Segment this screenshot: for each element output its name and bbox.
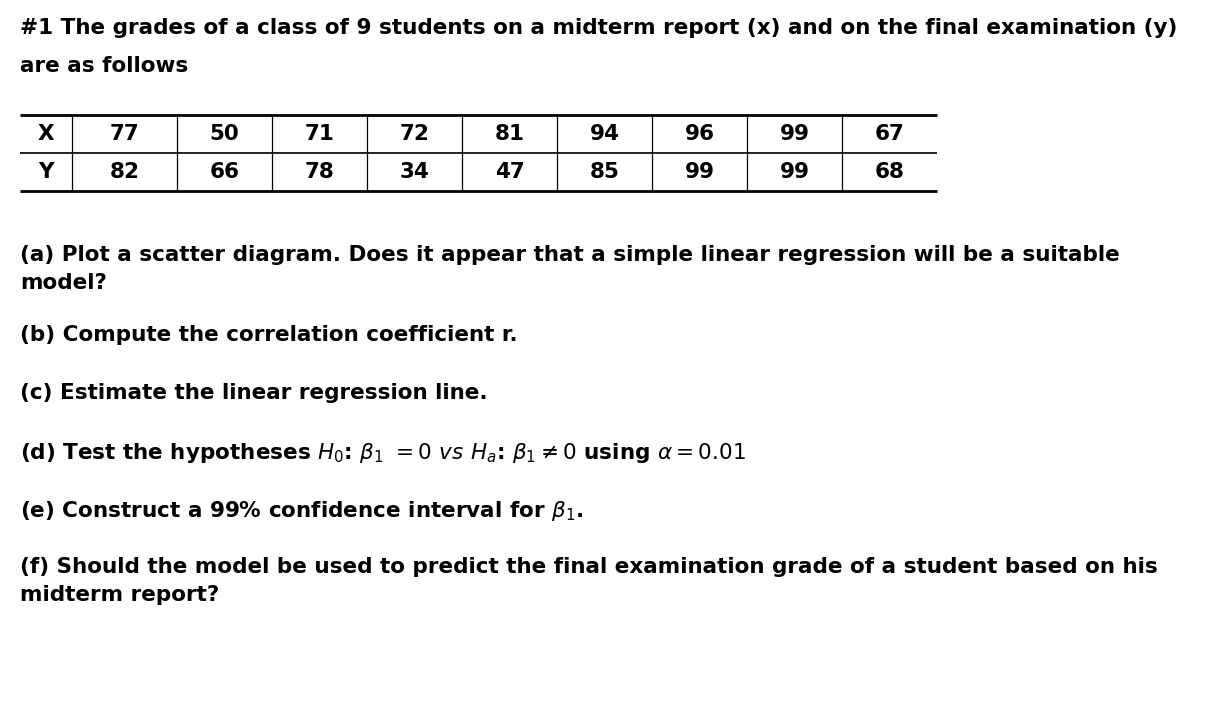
Text: 77: 77	[109, 124, 140, 144]
Text: 94: 94	[590, 124, 619, 144]
Text: 72: 72	[400, 124, 429, 144]
Text: 85: 85	[590, 162, 619, 182]
Text: 99: 99	[684, 162, 715, 182]
Text: 99: 99	[780, 124, 809, 144]
Text: 47: 47	[494, 162, 525, 182]
Text: (e) Construct a 99% confidence interval for $\beta_1$.: (e) Construct a 99% confidence interval …	[20, 499, 584, 523]
Text: 78: 78	[304, 162, 335, 182]
Text: midterm report?: midterm report?	[20, 585, 219, 605]
Text: (a) Plot a scatter diagram. Does it appear that a simple linear regression will : (a) Plot a scatter diagram. Does it appe…	[20, 245, 1119, 265]
Text: 67: 67	[874, 124, 905, 144]
Text: #1 The grades of a class of 9 students on a midterm report (x) and on the final : #1 The grades of a class of 9 students o…	[20, 18, 1177, 38]
Text: 96: 96	[684, 124, 715, 144]
Text: 99: 99	[780, 162, 809, 182]
Text: (d) Test the hypotheses $H_0$: $\beta_1$ $= 0$ $\it{vs}$ $H_a$: $\beta_1 \neq 0$: (d) Test the hypotheses $H_0$: $\beta_1$…	[20, 441, 745, 465]
Text: 34: 34	[400, 162, 429, 182]
Text: 71: 71	[304, 124, 335, 144]
Text: are as follows: are as follows	[20, 56, 189, 76]
Text: 50: 50	[210, 124, 239, 144]
Text: Y: Y	[38, 162, 54, 182]
Text: 68: 68	[874, 162, 905, 182]
Text: X: X	[38, 124, 54, 144]
Text: 81: 81	[494, 124, 525, 144]
Text: (c) Estimate the linear regression line.: (c) Estimate the linear regression line.	[20, 383, 488, 403]
Text: 66: 66	[210, 162, 239, 182]
Text: model?: model?	[20, 273, 107, 293]
Text: (b) Compute the correlation coefficient r.: (b) Compute the correlation coefficient …	[20, 325, 517, 345]
Text: 82: 82	[109, 162, 140, 182]
Text: (f) Should the model be used to predict the final examination grade of a student: (f) Should the model be used to predict …	[20, 557, 1157, 577]
